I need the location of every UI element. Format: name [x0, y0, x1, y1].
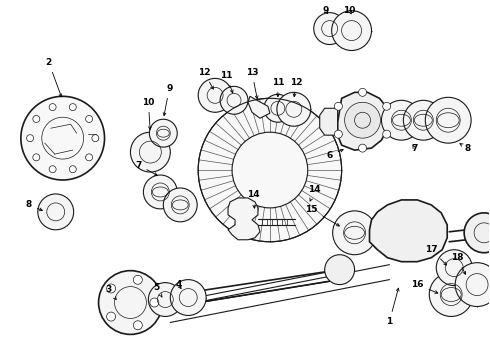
Text: 7: 7 — [135, 161, 157, 175]
Circle shape — [333, 211, 376, 255]
Circle shape — [220, 86, 248, 114]
Text: 2: 2 — [46, 58, 62, 97]
Polygon shape — [369, 200, 447, 262]
Polygon shape — [338, 92, 388, 150]
Text: 12: 12 — [198, 68, 213, 89]
Circle shape — [49, 166, 56, 173]
Text: 18: 18 — [451, 253, 465, 274]
Circle shape — [403, 100, 443, 140]
Circle shape — [264, 94, 292, 122]
Circle shape — [198, 78, 232, 112]
Circle shape — [107, 312, 116, 321]
Circle shape — [148, 283, 182, 316]
Circle shape — [49, 104, 56, 111]
Text: 7: 7 — [411, 144, 417, 153]
Circle shape — [382, 100, 421, 140]
Text: 14: 14 — [246, 190, 259, 208]
Circle shape — [425, 97, 471, 143]
Text: 8: 8 — [460, 144, 470, 153]
Circle shape — [98, 271, 162, 334]
Circle shape — [383, 102, 391, 110]
Text: 9: 9 — [163, 84, 172, 116]
Text: 15: 15 — [305, 206, 340, 226]
Circle shape — [69, 104, 76, 111]
Circle shape — [383, 130, 391, 138]
Text: 8: 8 — [25, 201, 42, 211]
Circle shape — [86, 116, 93, 122]
Circle shape — [33, 154, 40, 161]
Circle shape — [334, 130, 343, 138]
Text: 9: 9 — [322, 6, 329, 15]
Circle shape — [455, 263, 490, 306]
Circle shape — [163, 188, 197, 222]
Circle shape — [144, 175, 177, 209]
Circle shape — [198, 98, 342, 242]
Text: 13: 13 — [245, 68, 258, 99]
Circle shape — [86, 154, 93, 161]
Circle shape — [359, 88, 367, 96]
Circle shape — [107, 284, 116, 293]
Text: 4: 4 — [175, 280, 181, 289]
Text: 3: 3 — [105, 285, 116, 300]
Circle shape — [332, 11, 371, 50]
Circle shape — [149, 119, 177, 147]
Circle shape — [464, 213, 490, 253]
Circle shape — [171, 280, 206, 315]
Text: 16: 16 — [411, 280, 438, 293]
Circle shape — [33, 116, 40, 122]
Text: 12: 12 — [290, 78, 302, 96]
Text: 17: 17 — [425, 245, 446, 265]
Text: 6: 6 — [326, 149, 343, 159]
Circle shape — [277, 92, 311, 126]
Text: 1: 1 — [386, 288, 399, 326]
Circle shape — [359, 144, 367, 152]
Circle shape — [334, 102, 343, 110]
Text: 11: 11 — [220, 71, 233, 93]
Circle shape — [150, 298, 159, 307]
Circle shape — [69, 166, 76, 173]
Circle shape — [38, 194, 74, 230]
Polygon shape — [228, 198, 260, 240]
Circle shape — [344, 102, 380, 138]
Circle shape — [133, 275, 142, 284]
Polygon shape — [319, 108, 338, 135]
Circle shape — [429, 273, 473, 316]
Polygon shape — [248, 96, 270, 118]
Circle shape — [325, 255, 355, 285]
Circle shape — [21, 96, 104, 180]
Circle shape — [314, 13, 345, 45]
Text: 14: 14 — [308, 185, 321, 201]
Text: 11: 11 — [271, 78, 284, 96]
Circle shape — [130, 132, 171, 172]
Text: 10: 10 — [343, 6, 356, 15]
Circle shape — [133, 321, 142, 330]
Text: 5: 5 — [153, 283, 162, 297]
Circle shape — [436, 250, 472, 285]
Circle shape — [92, 135, 99, 141]
Text: 10: 10 — [142, 98, 154, 130]
Circle shape — [26, 135, 33, 141]
